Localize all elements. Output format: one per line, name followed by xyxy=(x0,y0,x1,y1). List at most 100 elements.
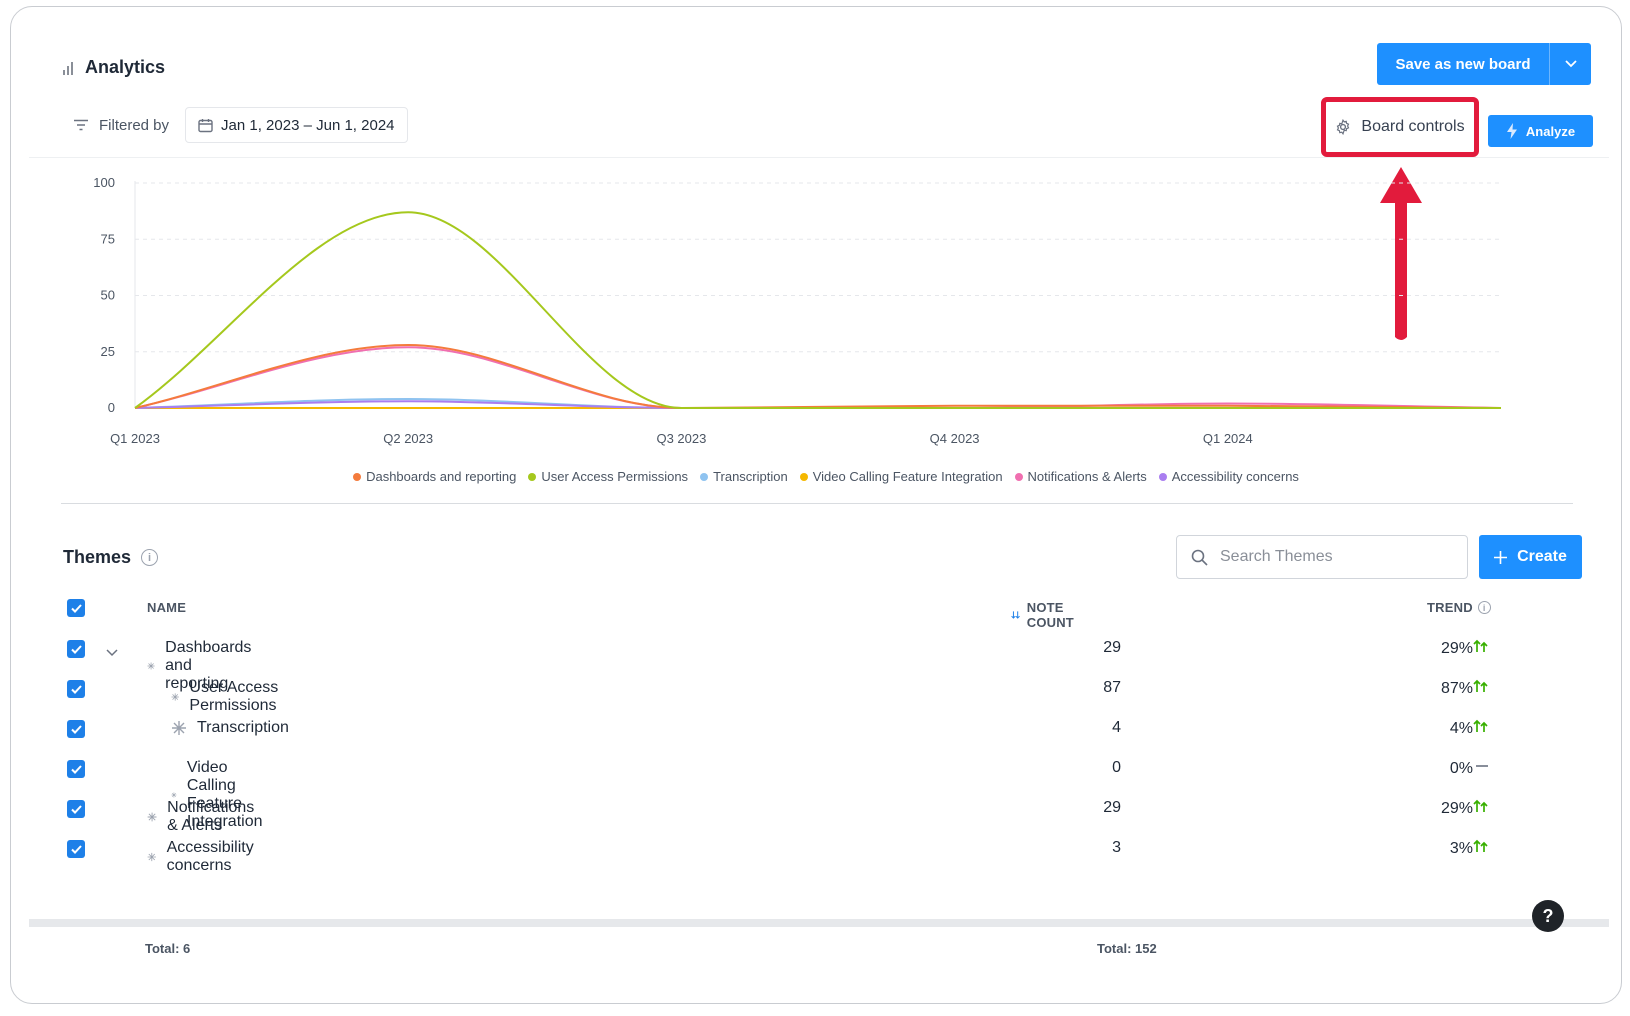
calendar-icon xyxy=(198,118,213,132)
note-count-cell: 87 xyxy=(1103,679,1121,696)
trend-header-label: TREND xyxy=(1427,600,1473,615)
column-header-name[interactable]: NAME xyxy=(147,600,187,615)
theme-row-name[interactable]: Accessibility concerns xyxy=(147,839,260,875)
search-icon xyxy=(1191,549,1208,566)
row-checkbox[interactable] xyxy=(67,840,85,858)
theme-asterisk-icon xyxy=(172,721,186,735)
check-icon xyxy=(70,724,82,734)
y-tick-label: 100 xyxy=(93,175,115,190)
bar-chart-icon xyxy=(63,61,73,75)
expand-chevron[interactable] xyxy=(106,644,118,662)
legend-item[interactable]: Accessibility concerns xyxy=(1158,469,1299,484)
trend-cell: 4% xyxy=(1399,719,1489,738)
annotation-arrow xyxy=(1380,167,1422,340)
trend-value: 3% xyxy=(1449,839,1473,857)
sort-down-icon xyxy=(1011,611,1020,619)
plus-icon xyxy=(1494,550,1508,564)
trend-cell: 3% xyxy=(1399,839,1489,858)
y-tick-label: 0 xyxy=(108,400,115,415)
board-controls-label: Board controls xyxy=(1361,118,1465,135)
theme-name-text: Notifications & Alerts xyxy=(167,799,255,834)
y-tick-label: 75 xyxy=(101,231,115,246)
trend-cell: 29% xyxy=(1399,799,1489,818)
trend-value: 29% xyxy=(1440,639,1473,657)
check-icon xyxy=(70,644,82,654)
board-controls-button[interactable]: Board controls xyxy=(1321,97,1479,157)
legend-swatch xyxy=(799,472,808,481)
theme-row-name[interactable]: Video Calling Feature Integration xyxy=(171,759,273,831)
legend-swatch xyxy=(700,472,709,481)
search-themes-field[interactable] xyxy=(1176,535,1468,579)
note-count-header-label: NOTE COUNT xyxy=(1026,600,1074,630)
trend-value: 87% xyxy=(1440,679,1473,697)
series-line-dashboards-and-reporting xyxy=(134,343,1502,410)
x-tick-label: Q3 2023 xyxy=(656,431,706,446)
series-line-user-access-permissions xyxy=(134,211,1501,409)
create-theme-button[interactable]: Create xyxy=(1479,535,1582,579)
save-options-dropdown[interactable] xyxy=(1549,43,1591,85)
legend-item[interactable]: Notifications & Alerts xyxy=(1014,469,1147,484)
table-footer-bar xyxy=(29,919,1609,927)
legend-item[interactable]: Dashboards and reporting xyxy=(353,469,516,484)
save-as-new-board-button[interactable]: Save as new board xyxy=(1395,55,1531,73)
legend-label: User Access Permissions xyxy=(541,469,689,484)
row-checkbox[interactable] xyxy=(67,800,85,818)
theme-row-name[interactable]: Dashboards and reporting xyxy=(147,639,259,693)
theme-name-text: Dashboards and reporting xyxy=(165,639,252,692)
note-count-cell: 4 xyxy=(1112,719,1121,736)
note-count-cell: 29 xyxy=(1103,799,1121,816)
legend-label: Dashboards and reporting xyxy=(366,469,517,484)
legend-label: Transcription xyxy=(713,469,788,484)
trend-flat-icon xyxy=(1473,759,1489,778)
theme-row-name[interactable]: User Access Permissions xyxy=(171,679,284,715)
page-title: Analytics xyxy=(85,57,166,77)
help-button[interactable]: ? xyxy=(1532,900,1564,932)
y-tick-label: 25 xyxy=(101,344,115,359)
row-checkbox[interactable] xyxy=(67,760,85,778)
trend-up-icon xyxy=(1473,719,1489,738)
themes-title: Themes xyxy=(63,547,132,567)
chevron-down-icon xyxy=(106,649,118,657)
trend-up-icon xyxy=(1473,839,1489,858)
filter-bar: Filtered by Jan 1, 2023 – Jun 1, 2024 xyxy=(73,107,408,143)
date-range-picker[interactable]: Jan 1, 2023 – Jun 1, 2024 xyxy=(185,107,408,143)
theme-row-name[interactable]: Notifications & Alerts xyxy=(147,799,260,835)
trend-up-icon xyxy=(1473,799,1489,818)
app-window: Analytics Save as new board Filtered by … xyxy=(10,6,1622,1004)
check-icon xyxy=(70,684,82,694)
note-count-cell: 0 xyxy=(1112,759,1121,776)
x-tick-label: Q1 2024 xyxy=(1203,431,1253,446)
page-header: Analytics xyxy=(63,57,165,78)
row-checkbox[interactable] xyxy=(67,680,85,698)
y-tick-label: 50 xyxy=(101,288,115,303)
info-icon[interactable]: i xyxy=(1477,601,1491,614)
check-icon xyxy=(70,603,82,613)
theme-asterisk-icon xyxy=(147,812,157,822)
filter-label[interactable]: Filtered by xyxy=(73,117,169,134)
select-all-checkbox[interactable] xyxy=(67,599,85,617)
row-checkbox[interactable] xyxy=(67,640,85,658)
x-tick-label: Q1 2023 xyxy=(110,431,160,446)
theme-name-text: Video Calling Feature Integration xyxy=(186,759,263,830)
column-header-trend[interactable]: TREND i xyxy=(1427,600,1491,615)
save-split-button: Save as new board xyxy=(1377,43,1591,85)
theme-name-text: User Access Permissions xyxy=(189,679,279,714)
check-icon xyxy=(70,844,82,854)
legend-item[interactable]: Video Calling Feature Integration xyxy=(799,469,1003,484)
info-icon[interactable]: i xyxy=(141,549,159,566)
total-notes: Total: 152 xyxy=(1097,941,1157,956)
legend-label: Video Calling Feature Integration xyxy=(812,469,1003,484)
search-themes-input[interactable] xyxy=(1220,548,1440,566)
legend-label: Accessibility concerns xyxy=(1171,469,1299,484)
legend-item[interactable]: User Access Permissions xyxy=(528,469,688,484)
trend-cell: 0% xyxy=(1399,759,1489,778)
theme-row-name[interactable]: Transcription xyxy=(171,719,289,737)
row-checkbox[interactable] xyxy=(67,720,85,738)
legend-item[interactable]: Transcription xyxy=(700,469,788,484)
trend-value: 4% xyxy=(1449,719,1473,737)
column-header-note-count[interactable]: NOTE COUNT xyxy=(1011,600,1080,630)
x-tick-label: Q4 2023 xyxy=(930,431,980,446)
note-count-cell: 29 xyxy=(1103,639,1121,656)
legend-swatch xyxy=(528,472,537,481)
analyze-button[interactable]: Analyze xyxy=(1488,115,1593,147)
